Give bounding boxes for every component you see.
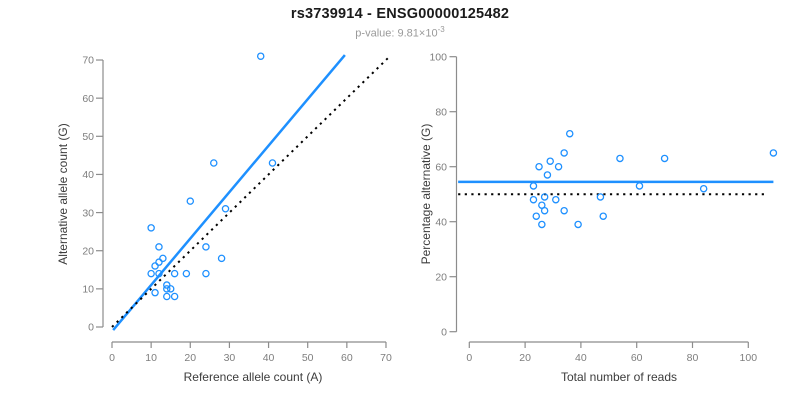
y-tick-label: 40 [82, 169, 94, 181]
percentage-vs-reads-scatter: 0 20 40 60 80 100 0 20 40 60 80 100 Total number of … [419, 51, 778, 384]
y-axis-title: Alternative allele count (G) [56, 123, 70, 264]
data-point [540, 206, 549, 215]
x-tick-label: 30 [224, 352, 236, 364]
x-axis-title: Total number of reads [561, 370, 677, 384]
data-point [529, 182, 538, 190]
x-axis-title: Reference allele count (A) [184, 370, 323, 384]
data-point [155, 269, 163, 278]
data-point [565, 129, 574, 138]
data-point [660, 154, 669, 163]
data-point [147, 224, 155, 232]
y-tick-label: 60 [82, 93, 94, 105]
chart-title: rs3739914 - ENSG00000125482 [290, 6, 510, 22]
data-point [163, 292, 171, 301]
data-point [699, 184, 708, 193]
data-point [151, 262, 159, 270]
x-tick-label: 70 [380, 352, 392, 364]
x-tick-label: 60 [631, 352, 643, 364]
data-point [546, 157, 554, 165]
data-point [186, 197, 195, 205]
data-point [599, 212, 607, 220]
y-tick-label: 20 [435, 271, 447, 283]
data-point [221, 205, 230, 213]
data-point [202, 269, 210, 278]
data-point [182, 269, 191, 278]
x-tick-label: 0 [466, 352, 472, 364]
y-tick-label: 10 [82, 284, 94, 296]
x-tick-label: 50 [302, 352, 314, 364]
data-point [616, 154, 624, 163]
x-tick-label: 20 [519, 352, 531, 364]
data-point [256, 52, 265, 60]
y-tick-label: 0 [88, 322, 94, 334]
data-point [170, 269, 179, 278]
x-tick-label: 80 [687, 352, 699, 364]
chart-header: rs3739914 - ENSG00000125482 p-value: 9.8… [0, 6, 800, 40]
x-tick-label: 20 [184, 352, 196, 364]
data-point [151, 288, 159, 297]
y-tick-label: 40 [435, 216, 447, 228]
data-point [155, 243, 163, 251]
y-tick-label: 50 [82, 131, 94, 143]
x-tick-label: 100 [740, 352, 758, 364]
data-point [166, 285, 175, 293]
data-point [147, 269, 155, 278]
data-point [552, 195, 560, 204]
y-tick-label: 60 [435, 161, 447, 173]
data-point [163, 281, 171, 289]
y-tick-label: 20 [82, 245, 94, 257]
y-tick-label: 0 [441, 326, 447, 338]
x-tick-label: 40 [575, 352, 587, 364]
data-point [532, 212, 541, 220]
data-point [574, 220, 582, 229]
x-tick-label: 40 [263, 352, 275, 364]
x-tick-label: 10 [145, 352, 157, 364]
pvalue-subtitle: p-value: 9.81×10-3 [0, 25, 800, 40]
data-point [529, 195, 538, 204]
data-point [635, 182, 644, 190]
data-point [554, 162, 563, 171]
data-point [560, 149, 568, 157]
data-point [769, 149, 778, 157]
data-point [163, 285, 171, 293]
data-point [155, 258, 163, 266]
y-tick-label: 70 [82, 55, 94, 67]
data-point [543, 171, 552, 179]
data-point [210, 159, 218, 167]
data-point [170, 292, 179, 301]
x-tick-label: 0 [109, 352, 115, 364]
y-axis-title: Percentage alternative (G) [419, 124, 433, 265]
data-point [596, 193, 605, 201]
x-tick-label: 60 [341, 352, 353, 364]
data-point [217, 254, 226, 263]
data-point [540, 193, 549, 201]
identity-line [111, 57, 389, 328]
y-tick-label: 30 [82, 207, 94, 219]
data-point [159, 254, 167, 263]
data-point [560, 206, 568, 215]
data-point [535, 162, 543, 171]
allele-counts-scatter: 0 10 20 30 40 50 60 70 0 10 20 30 40 50 60 70 Reference … [56, 52, 392, 384]
y-tick-label: 100 [429, 51, 447, 63]
data-point [538, 220, 546, 229]
y-tick-label: 80 [435, 106, 447, 118]
pvalue-exponent: -3 [437, 25, 445, 34]
pvalue-text: p-value: 9.81×10 [355, 27, 438, 40]
fit-line [112, 54, 346, 331]
data-point [268, 159, 277, 167]
data-point [202, 243, 210, 251]
